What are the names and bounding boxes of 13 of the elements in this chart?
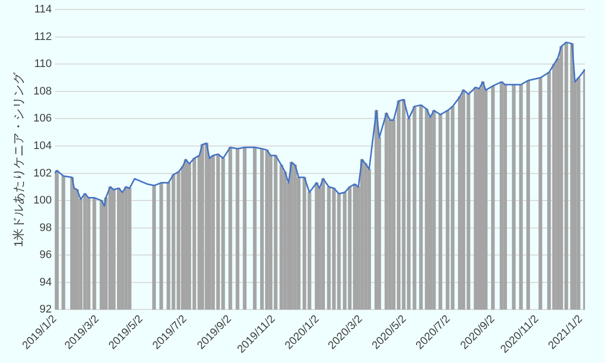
y-tick-label: 112 [34, 30, 52, 43]
y-tick-label: 94 [40, 276, 52, 288]
y-tick-label: 96 [40, 249, 52, 262]
y-axis-title: 1米ドルあたりケニア・シリング [12, 71, 26, 247]
y-tick-label: 104 [33, 140, 52, 152]
y-tick-label: 98 [40, 222, 52, 234]
y-tick-label: 114 [34, 4, 52, 16]
y-tick-label: 108 [33, 85, 52, 98]
y-tick-label: 110 [34, 58, 52, 70]
y-tick-label: 106 [33, 112, 52, 125]
y-tick-label: 100 [33, 194, 52, 207]
y-tick-label: 102 [33, 167, 52, 180]
y-tick-label: 92 [40, 304, 52, 316]
